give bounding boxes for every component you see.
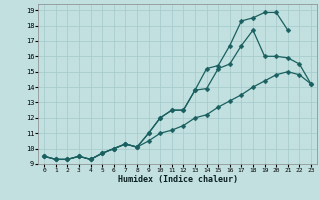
X-axis label: Humidex (Indice chaleur): Humidex (Indice chaleur) (118, 175, 238, 184)
